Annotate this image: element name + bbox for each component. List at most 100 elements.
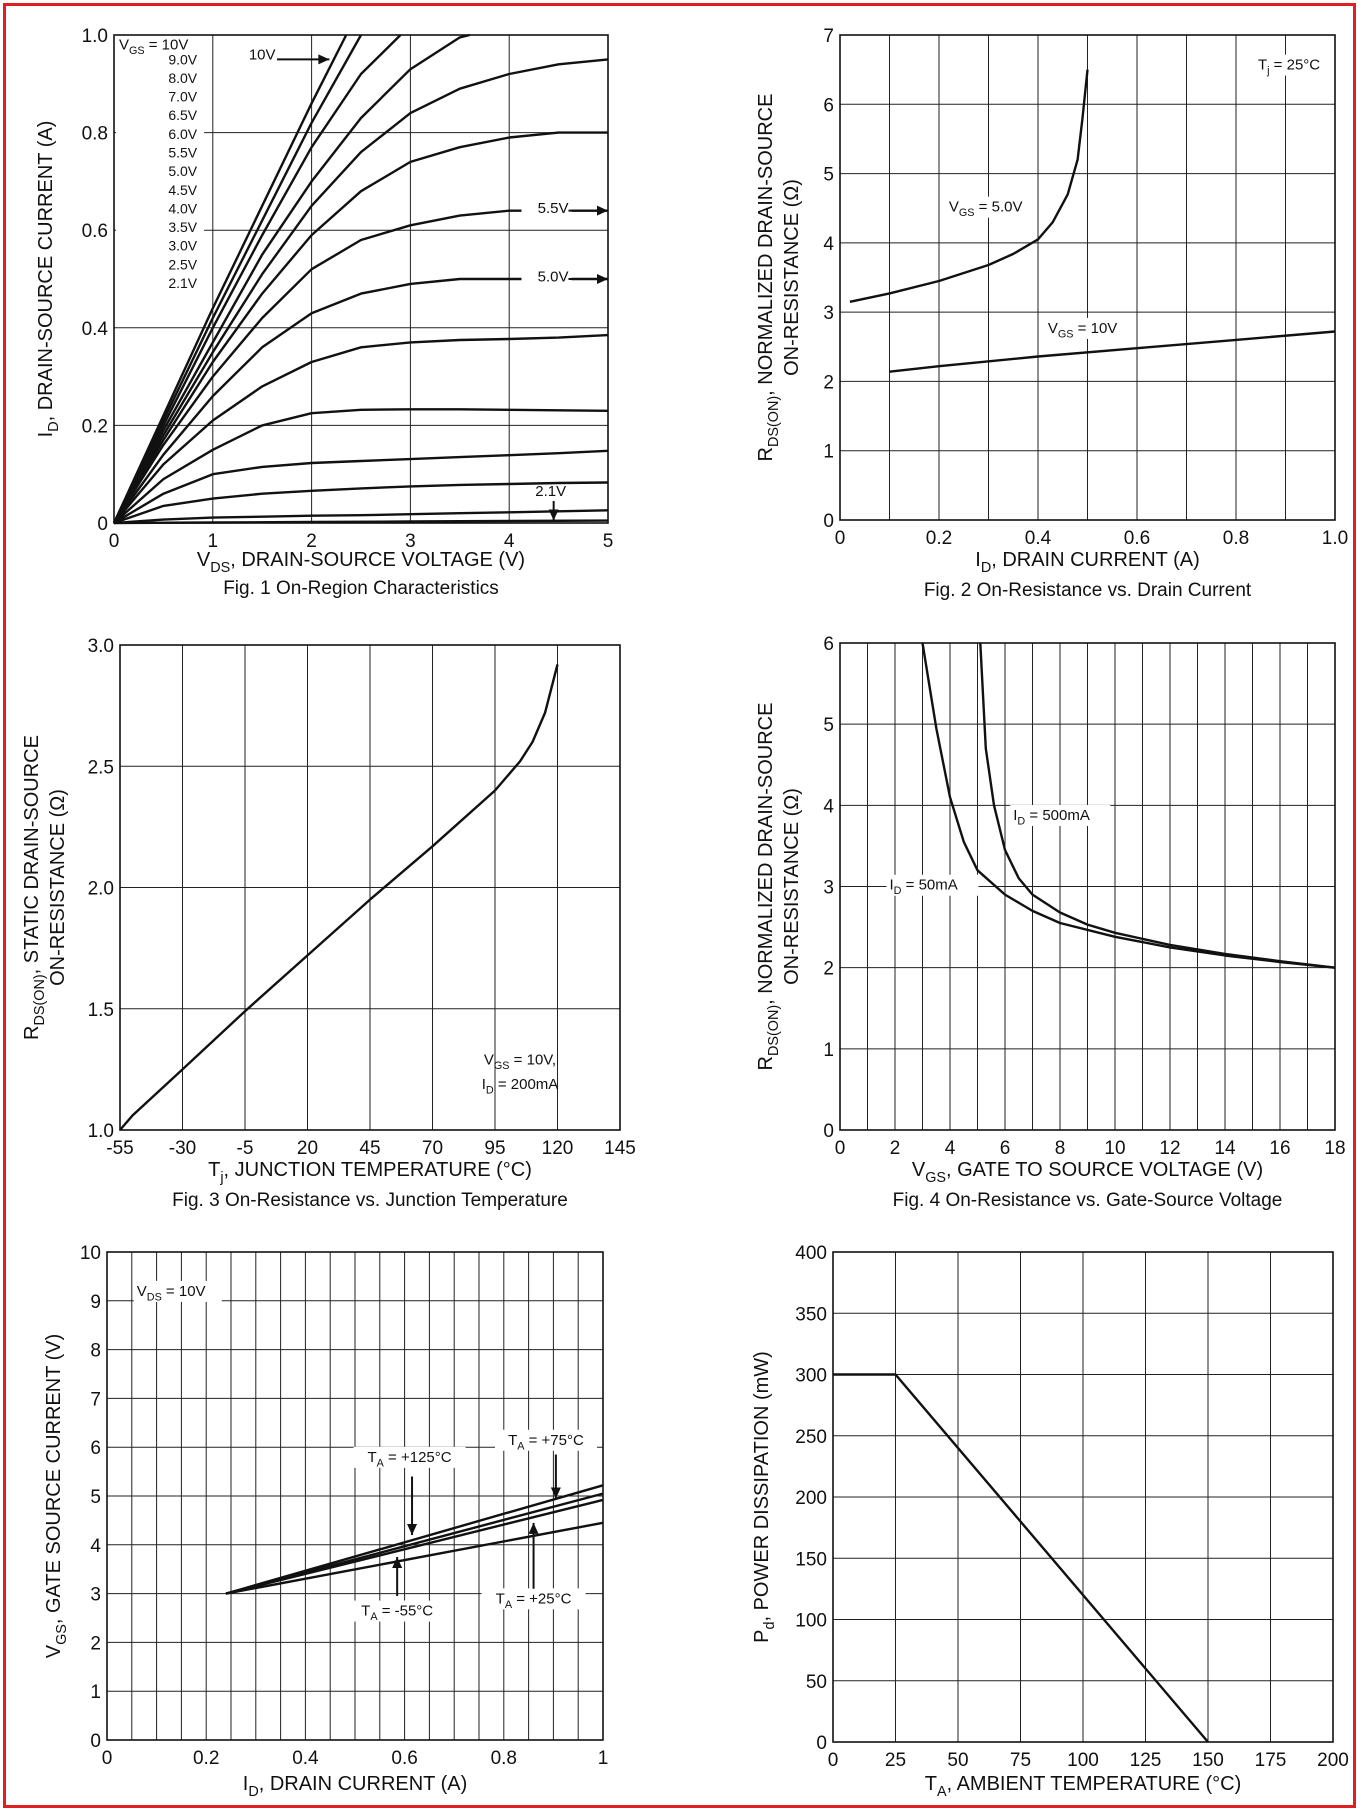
- x-tick-label: 175: [1255, 1750, 1287, 1771]
- legend-item: 2.1V: [168, 275, 197, 291]
- y-axis-label-line2: ON-RESISTANCE (Ω): [781, 179, 803, 376]
- x-tick-label: 14: [1214, 1138, 1236, 1159]
- legend-item: 7.0V: [168, 89, 197, 105]
- y-tick-label: 4: [823, 234, 834, 255]
- annotation-background: [521, 266, 572, 288]
- annotation-ta-75: TA​ = +75°C: [508, 1432, 584, 1453]
- annotation-background: [1044, 317, 1135, 339]
- y-tick-label: 9: [90, 1292, 101, 1313]
- y-axis-label: RDS(ON)​, NORMALIZED DRAIN-SOURCE: [755, 703, 782, 1071]
- y-tick-label: 2: [90, 1633, 101, 1654]
- legend-item: 9.0V: [168, 51, 197, 67]
- arrow-head: [597, 205, 608, 216]
- y-tick-label: 0: [823, 511, 834, 532]
- y-tick-label: 0.6: [82, 221, 108, 242]
- y-tick-label: 4: [90, 1536, 101, 1557]
- x-axis-label: VGS​, GATE TO SOURCE VOLTAGE (V): [912, 1159, 1263, 1186]
- series-line: [112, 58, 609, 524]
- series-line: [225, 1498, 604, 1595]
- arrow-head: [550, 1487, 561, 1499]
- x-tick-label: 0.2: [926, 528, 952, 549]
- series-line: [849, 69, 1089, 303]
- x-tick-label: 120: [542, 1138, 574, 1159]
- annotation-vgs-5v: VGS​ = 5.0V: [949, 199, 1023, 220]
- y-tick-label: 3.0: [88, 636, 114, 657]
- annotation-vgs: VGS​ = 10V,: [484, 1052, 556, 1073]
- annotation-2-1v: 2.1V: [535, 483, 566, 500]
- annotation-tj: Tj​ = 25°C: [1258, 57, 1320, 78]
- x-tick-label: 20: [297, 1138, 318, 1159]
- x-tick-label: 100: [1067, 1750, 1099, 1771]
- x-tick-label: 8: [1055, 1138, 1066, 1159]
- legend-item: 5.0V: [168, 163, 197, 179]
- annotation-ta-m55: TA​ = -55°C: [361, 1603, 433, 1624]
- y-axis-label: Pd​, POWER DISSIPATION (mW): [751, 1351, 778, 1643]
- annotation-10v: 10V: [249, 46, 276, 63]
- y-axis-label: ID​, DRAIN-SOURCE CURRENT (A): [35, 121, 62, 438]
- y-tick-label: 200: [795, 1488, 827, 1509]
- y-tick-label: 1: [90, 1682, 101, 1703]
- legend-item: 3.0V: [168, 238, 197, 254]
- series-line: [921, 642, 1336, 969]
- x-axis-label: ID​, DRAIN CURRENT (A): [243, 1773, 468, 1800]
- y-tick-label: 2.0: [88, 879, 114, 900]
- y-tick-label: 6: [90, 1438, 101, 1459]
- y-tick-label: 7: [823, 26, 834, 47]
- arrow-head: [548, 509, 559, 521]
- y-tick-label: 2.5: [88, 757, 114, 778]
- x-tick-label: 145: [604, 1138, 636, 1159]
- y-tick-label: 350: [795, 1304, 827, 1325]
- y-tick-label: 0.4: [82, 319, 109, 340]
- annotation-background: [521, 198, 572, 220]
- x-tick-label: 125: [1130, 1750, 1162, 1771]
- figure-caption: Fig. 3 On-Resistance vs. Junction Temper…: [172, 1190, 568, 1211]
- y-tick-label: 300: [795, 1366, 827, 1387]
- legend-item: 4.5V: [168, 182, 197, 198]
- series-line: [113, 519, 609, 525]
- annotation-background: [494, 1429, 597, 1451]
- y-tick-label: 6: [823, 95, 834, 116]
- x-tick-label: 0: [835, 1138, 846, 1159]
- y-tick-label: 1.0: [88, 1121, 114, 1142]
- y-tick-label: 250: [795, 1427, 827, 1448]
- series-line: [113, 481, 609, 525]
- y-tick-label: 3: [90, 1585, 101, 1606]
- x-tick-label: 95: [484, 1138, 505, 1159]
- figure-caption: Fig. 2 On-Resistance vs. Drain Current: [924, 580, 1252, 601]
- series-line: [225, 1484, 604, 1595]
- x-axis-label: ID​, DRAIN CURRENT (A): [975, 549, 1200, 576]
- x-tick-label: 16: [1269, 1138, 1290, 1159]
- y-axis-label: RDS(ON)​, NORMALIZED DRAIN-SOURCE: [755, 94, 782, 462]
- annotation-5-0v: 5.0V: [538, 268, 569, 285]
- legend-background: [115, 39, 204, 310]
- x-tick-label: 4: [945, 1138, 956, 1159]
- arrow-head: [597, 274, 608, 284]
- legend-item: 2.5V: [168, 256, 197, 272]
- y-tick-label: 0: [816, 1733, 827, 1754]
- legend-item: 6.5V: [168, 107, 197, 123]
- x-tick-label: 0.4: [1025, 528, 1052, 549]
- legend-item: 8.0V: [168, 70, 197, 86]
- x-tick-label: 1: [208, 531, 219, 552]
- x-tick-label: 12: [1159, 1138, 1180, 1159]
- x-tick-label: -5: [237, 1138, 254, 1159]
- y-axis-label: RDS(ON)​, STATIC DRAIN-SOURCE: [21, 735, 48, 1040]
- y-tick-label: 6: [823, 634, 834, 655]
- legend-item: 5.5V: [168, 144, 197, 160]
- x-tick-label: 0.8: [491, 1748, 517, 1769]
- series-line: [979, 642, 1336, 969]
- annotation-vds: VDS​ = 10V: [137, 1283, 206, 1304]
- y-tick-label: 1: [823, 1040, 834, 1061]
- series-line: [112, 34, 402, 524]
- y-tick-label: 50: [806, 1672, 827, 1693]
- y-axis-label-line2: ON-RESISTANCE (Ω): [781, 788, 803, 985]
- x-tick-label: 200: [1317, 1750, 1349, 1771]
- legend-item: 4.0V: [168, 200, 197, 216]
- annotation-background: [481, 1588, 586, 1610]
- y-tick-label: 5: [823, 715, 834, 736]
- x-tick-label: 70: [422, 1138, 443, 1159]
